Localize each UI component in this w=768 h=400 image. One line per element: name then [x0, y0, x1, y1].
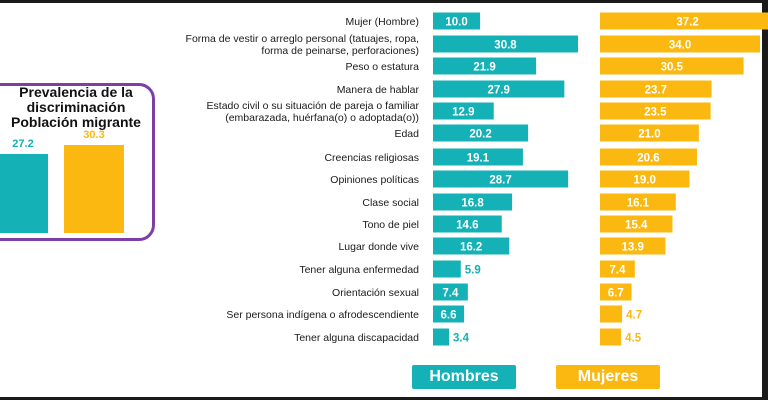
mujeres-value-label: 23.7	[645, 85, 667, 97]
hombres-value-label: 7.4	[442, 288, 459, 300]
mujeres-bar	[600, 102, 711, 120]
hombres-bar	[433, 260, 461, 278]
hombres-bar	[433, 12, 481, 30]
inset-hombres-bar	[0, 154, 48, 233]
hombres-bar	[433, 193, 513, 211]
hombres-bar	[433, 57, 537, 75]
bottom-border	[0, 397, 768, 400]
hombres-value-label: 27.9	[487, 85, 509, 97]
hombres-bar	[433, 35, 578, 53]
hombres-value-label: 14.6	[456, 220, 478, 232]
hombres-value-label: 30.8	[494, 40, 517, 52]
mujeres-value-label: 21.0	[638, 129, 660, 141]
mujeres-bar	[600, 57, 744, 75]
hombres-value-label: 12.9	[452, 107, 474, 119]
hombres-value-label: 19.1	[467, 153, 490, 165]
mujeres-bar	[600, 328, 622, 346]
category-label: Ser persona indígena o afrodescendiente	[226, 309, 419, 321]
hombres-value-label: 16.8	[461, 198, 484, 210]
hombres-value-label: 3.4	[453, 333, 470, 345]
mujeres-value-label: 20.6	[637, 153, 659, 165]
mujeres-bar	[600, 215, 673, 233]
category-label: Orientación sexual	[332, 287, 419, 299]
category-label: Forma de vestir o arreglo personal (tatu…	[186, 33, 419, 57]
hombres-bar	[433, 328, 450, 346]
hombres-bar	[433, 170, 569, 188]
mujeres-bar	[600, 124, 699, 142]
hombres-value-label: 21.9	[473, 62, 495, 74]
inset-hombres-value: 27.2	[12, 138, 34, 150]
mujeres-bar	[600, 193, 676, 211]
category-label: Lugar donde vive	[338, 241, 419, 253]
category-label: Estado civil o su situación de pareja o …	[207, 100, 420, 124]
inset-title-line: discriminación	[26, 99, 126, 115]
hombres-bar	[433, 215, 502, 233]
mujeres-value-label: 19.0	[634, 175, 656, 187]
hombres-bar	[433, 124, 529, 142]
category-label: Clase social	[362, 197, 419, 209]
hombres-value-label: 10.0	[445, 17, 467, 29]
inset-title-line: Prevalencia de la	[19, 84, 133, 100]
hombres-value-label: 6.6	[441, 310, 457, 322]
inset-title: Prevalencia de la discriminación Poblaci…	[0, 85, 152, 130]
hombres-value-label: 16.2	[460, 242, 482, 254]
hombres-bar	[433, 148, 523, 166]
category-label: Tono de piel	[362, 219, 419, 231]
mujeres-value-label: 15.4	[625, 220, 648, 232]
mujeres-bar	[600, 12, 768, 30]
mujeres-value-label: 4.5	[625, 333, 642, 345]
category-label: Creencias religiosas	[324, 152, 419, 164]
mujeres-value-label: 6.7	[608, 288, 624, 300]
hombres-bar	[433, 305, 465, 323]
mujeres-value-label: 23.5	[644, 107, 667, 119]
mujeres-bar	[600, 80, 712, 98]
category-label: Peso o estatura	[345, 61, 419, 73]
legend-hombres: Hombres	[412, 365, 516, 389]
mujeres-bar	[600, 35, 761, 53]
hombres-bar	[433, 80, 565, 98]
category-label: Tener alguna enfermedad	[299, 264, 419, 276]
category-label: Tener alguna discapacidad	[294, 332, 419, 344]
right-border	[762, 0, 768, 400]
mujeres-value-label: 13.9	[622, 242, 644, 254]
category-label: Mujer (Hombre)	[345, 16, 419, 28]
mujeres-bar	[600, 170, 690, 188]
legend-mujeres: Mujeres	[556, 365, 660, 389]
mujeres-bar	[600, 148, 697, 166]
category-label: Edad	[394, 128, 419, 140]
hombres-value-label: 28.7	[489, 175, 511, 187]
mujeres-bar	[600, 305, 623, 323]
hombres-value-label: 5.9	[465, 265, 481, 277]
inset-mujeres-bar	[64, 145, 124, 233]
top-border	[0, 0, 768, 3]
mujeres-value-label: 16.1	[627, 198, 650, 210]
mujeres-value-label: 34.0	[669, 40, 691, 52]
hombres-value-label: 20.2	[469, 129, 491, 141]
category-label: Opiniones políticas	[330, 174, 419, 186]
mujeres-value-label: 37.2	[676, 17, 698, 29]
inset-mujeres-value: 30.3	[83, 129, 105, 141]
hombres-bar	[433, 102, 494, 120]
hombres-bar	[433, 283, 468, 301]
mujeres-value-label: 7.4	[609, 265, 626, 277]
mujeres-bar	[600, 260, 635, 278]
mujeres-bar	[600, 283, 632, 301]
mujeres-value-label: 4.7	[626, 310, 642, 322]
category-label: Manera de hablar	[337, 84, 420, 96]
inset-title-line: Población migrante	[11, 114, 141, 130]
mujeres-value-label: 30.5	[661, 62, 684, 74]
mujeres-bar	[600, 237, 666, 255]
hombres-bar	[433, 237, 510, 255]
